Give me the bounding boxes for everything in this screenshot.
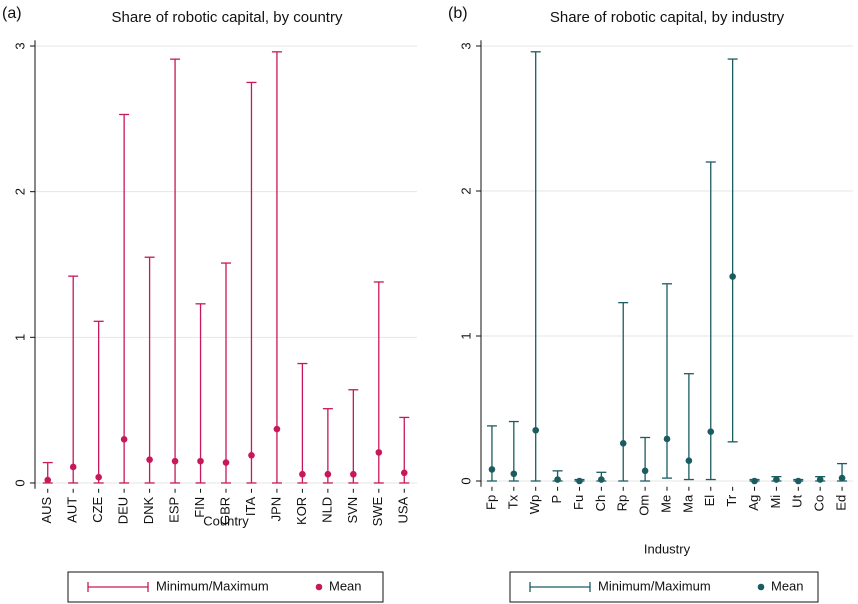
legend-dot bbox=[315, 583, 323, 591]
panel-label: (a) bbox=[2, 5, 22, 22]
x-tick-label: KOR bbox=[294, 497, 309, 525]
mean-dot bbox=[576, 477, 583, 485]
x-tick-label: Tx bbox=[505, 494, 520, 509]
x-tick-label: Wp bbox=[527, 495, 542, 515]
mean-dot bbox=[663, 435, 671, 443]
legend-label: Minimum/Maximum bbox=[156, 578, 269, 593]
x-tick-label: AUS bbox=[39, 496, 54, 523]
mean-dot bbox=[222, 459, 230, 466]
mean-dot bbox=[95, 473, 102, 481]
x-tick-label: El bbox=[702, 495, 717, 507]
x-tick-label: NLD bbox=[319, 497, 334, 523]
x-tick-label: GBR bbox=[217, 497, 232, 525]
mean-dot bbox=[197, 457, 204, 465]
mean-dot bbox=[120, 435, 128, 443]
x-tick-label: SVN bbox=[345, 497, 360, 524]
x-tick-label: Co bbox=[812, 495, 827, 512]
mean-dot bbox=[171, 457, 179, 465]
y-tick-label: 1 bbox=[458, 332, 473, 339]
x-tick-label: Ag bbox=[746, 495, 761, 511]
panel-label: (b) bbox=[448, 5, 468, 22]
legend-dot bbox=[757, 583, 765, 591]
mean-dot bbox=[44, 476, 52, 484]
x-tick-label: P bbox=[549, 495, 564, 504]
x-tick-label: JPN bbox=[268, 497, 283, 522]
x-tick-label: Mi bbox=[768, 495, 783, 509]
x-tick-label: USA bbox=[396, 496, 411, 523]
x-tick-label: Fu bbox=[571, 495, 586, 510]
mean-dot bbox=[273, 425, 281, 433]
y-tick-label: 1 bbox=[12, 334, 27, 341]
x-tick-label: Tr bbox=[724, 494, 739, 506]
legend-box bbox=[67, 571, 384, 603]
legend-label: Mean bbox=[771, 578, 804, 593]
mean-dot bbox=[619, 440, 627, 447]
y-tick-label: 2 bbox=[12, 188, 27, 195]
legend-label: Mean bbox=[329, 578, 362, 593]
mean-dot bbox=[510, 470, 518, 478]
x-tick-label: Ch bbox=[593, 495, 608, 512]
x-tick-label: Ut bbox=[790, 494, 805, 507]
mean-dot bbox=[751, 477, 758, 485]
x-tick-label: FIN bbox=[192, 497, 207, 518]
mean-dot bbox=[816, 476, 824, 483]
mean-dot bbox=[324, 470, 332, 478]
legend-box bbox=[509, 571, 819, 603]
mean-dot bbox=[729, 273, 736, 280]
x-tick-label: Ed bbox=[833, 495, 848, 511]
x-tick-label: ESP bbox=[167, 497, 182, 523]
y-tick-label: 2 bbox=[458, 187, 473, 194]
y-tick-label: 3 bbox=[12, 42, 27, 49]
mean-dot bbox=[248, 452, 255, 459]
x-axis-title: Country bbox=[203, 513, 249, 528]
mean-dot bbox=[794, 477, 802, 485]
x-tick-label: AUT bbox=[65, 497, 80, 523]
x-tick-label: DEU bbox=[116, 497, 131, 524]
mean-dot bbox=[598, 476, 605, 483]
mean-dot bbox=[400, 469, 408, 477]
mean-dot bbox=[488, 466, 496, 473]
mean-dot bbox=[375, 449, 383, 456]
mean-dot bbox=[707, 428, 715, 436]
x-tick-label: SWE bbox=[370, 496, 385, 526]
chart-title: Share of robotic capital, by country bbox=[112, 9, 343, 26]
mean-dot bbox=[685, 457, 693, 465]
mean-dot bbox=[299, 470, 306, 478]
x-tick-label: ITA bbox=[243, 496, 258, 516]
mean-dot bbox=[838, 474, 846, 482]
mean-dot bbox=[350, 470, 357, 478]
y-tick-label: 0 bbox=[12, 479, 27, 486]
mean-dot bbox=[69, 463, 77, 471]
legend-label: Minimum/Maximum bbox=[598, 578, 711, 593]
mean-dot bbox=[532, 426, 540, 434]
mean-dot bbox=[554, 476, 561, 483]
chart-title: Share of robotic capital, by industry bbox=[550, 9, 785, 26]
y-tick-label: 3 bbox=[458, 42, 473, 49]
x-tick-label: Me bbox=[658, 495, 673, 513]
x-tick-label: Rp bbox=[615, 495, 630, 512]
mean-dot bbox=[146, 456, 153, 463]
x-tick-label: CZE bbox=[90, 496, 105, 522]
x-tick-label: DNK bbox=[141, 496, 156, 524]
x-tick-label: Ma bbox=[680, 494, 695, 513]
x-axis-title: Industry bbox=[644, 541, 691, 556]
y-tick-label: 0 bbox=[458, 477, 473, 484]
x-tick-label: Om bbox=[637, 495, 652, 516]
mean-dot bbox=[773, 476, 780, 483]
x-tick-label: Fp bbox=[483, 495, 498, 510]
mean-dot bbox=[641, 467, 649, 475]
